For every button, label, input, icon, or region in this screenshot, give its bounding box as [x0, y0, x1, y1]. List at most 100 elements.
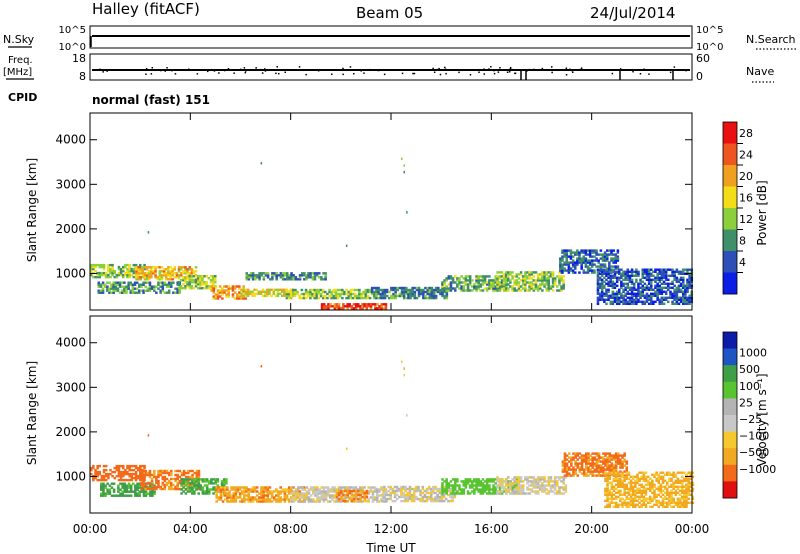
range-cell: [591, 255, 594, 258]
range-cell: [580, 261, 583, 264]
range-cell: [629, 483, 633, 487]
range-cell: [517, 283, 521, 286]
range-cell: [650, 302, 653, 306]
range-cell: [236, 297, 239, 300]
range-cell: [578, 462, 582, 465]
range-cell: [596, 292, 600, 296]
range-cell: [568, 468, 571, 471]
nave-point: [336, 69, 339, 71]
range-cell: [313, 272, 317, 275]
range-cell: [627, 471, 631, 474]
range-cell: [142, 490, 146, 493]
range-cell: [215, 490, 218, 493]
range-cell: [479, 480, 483, 483]
range-cell: [125, 484, 129, 487]
range-cell: [502, 488, 506, 491]
nave-point: [99, 68, 101, 71]
range-cell: [144, 487, 147, 491]
range-cell: [296, 278, 300, 281]
range-cell: [104, 484, 107, 487]
range-cell: [199, 275, 202, 278]
range-cell: [608, 253, 611, 256]
range-cell: [174, 287, 177, 290]
range-cell: [201, 277, 204, 280]
range-cell: [625, 468, 629, 471]
range-cell: [383, 288, 387, 292]
range-cell: [666, 491, 669, 495]
range-cell: [589, 454, 592, 457]
range-cell: [359, 489, 362, 493]
range-cell: [622, 282, 625, 286]
range-cell: [545, 484, 548, 487]
range-cell: [689, 485, 693, 489]
range-cell: [129, 490, 133, 493]
range-cell: [318, 496, 321, 499]
range-cell: [404, 493, 407, 497]
range-cell: [312, 492, 315, 495]
range-cell: [571, 265, 575, 268]
range-cell: [321, 296, 325, 300]
range-cell: [316, 488, 319, 491]
range-cell: [217, 496, 221, 499]
range-cell: [134, 492, 137, 495]
range-cell: [681, 491, 684, 495]
range-cell: [320, 276, 323, 279]
range-cell: [593, 269, 596, 272]
range-cell: [146, 492, 150, 495]
range-cell: [608, 466, 612, 469]
range-cell: [150, 268, 153, 271]
range-cell: [251, 290, 254, 294]
range-cell: [563, 454, 567, 457]
range-cell: [190, 268, 194, 271]
range-cell: [560, 285, 563, 288]
range-cell: [142, 485, 145, 489]
range-cell: [631, 499, 635, 503]
range-cell: [588, 269, 592, 272]
range-cell: [471, 484, 474, 487]
range-cell: [144, 494, 148, 497]
range-cell: [347, 296, 351, 300]
range-cell: [479, 283, 483, 286]
range-cell: [571, 263, 575, 266]
range-cell: [498, 486, 502, 489]
range-cell: [148, 475, 152, 479]
range-cell: [596, 288, 600, 292]
range-cell: [454, 275, 457, 278]
range-cell: [266, 274, 270, 277]
range-cell: [199, 486, 203, 489]
range-cell: [182, 490, 185, 493]
range-cell: [320, 307, 324, 310]
range-cell: [679, 270, 683, 274]
range-cell: [626, 282, 630, 286]
range-cell: [507, 476, 510, 479]
range-cell: [292, 492, 296, 495]
range-cell: [305, 490, 309, 493]
range-cell: [143, 266, 147, 269]
range-cell: [561, 470, 565, 473]
range-cell: [661, 503, 665, 507]
range-cell: [322, 498, 326, 501]
range-cell: [270, 496, 274, 499]
range-cell: [131, 287, 135, 290]
range-cell: [231, 285, 235, 288]
range-cell: [245, 486, 248, 489]
range-cell: [188, 281, 192, 284]
range-cell: [603, 276, 606, 280]
colorbar-tick-label: 24: [739, 148, 753, 161]
range-cell: [115, 273, 119, 277]
range-cell: [324, 486, 328, 489]
range-cell: [519, 488, 523, 491]
range-cell: [483, 277, 487, 280]
range-cell: [662, 274, 666, 278]
range-cell: [536, 480, 540, 483]
nave-point: [433, 71, 436, 73]
range-cell: [184, 268, 187, 271]
range-cell: [337, 486, 341, 489]
range-cell: [623, 458, 626, 461]
range-cell: [430, 497, 433, 501]
range-cell: [565, 472, 569, 475]
range-cell: [290, 496, 294, 499]
noise-right-tick-top: 10^5: [696, 25, 723, 36]
range-cell: [157, 471, 160, 475]
range-cell: [147, 266, 151, 269]
